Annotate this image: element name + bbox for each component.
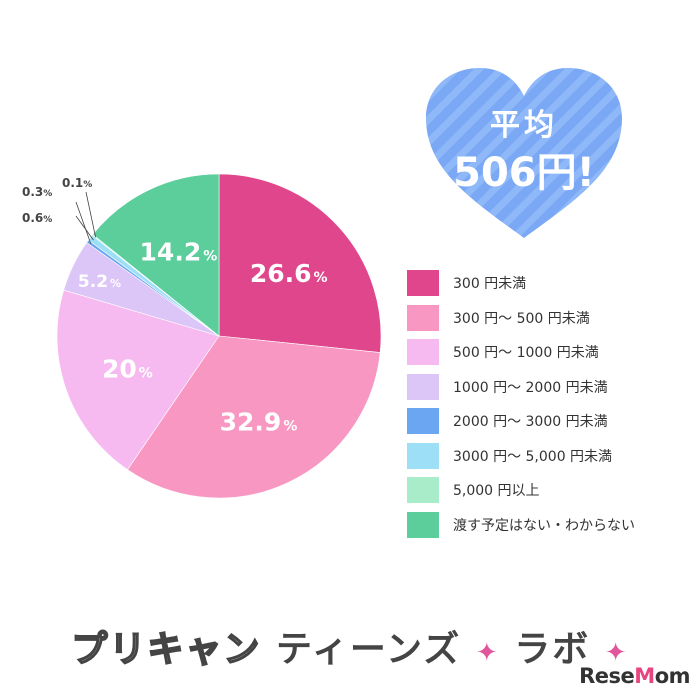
legend-item: 500 円～ 1000 円未満 [407, 335, 697, 370]
legend-item: 300 円～ 500 円未満 [407, 301, 697, 336]
legend-label: 300 円～ 500 円未満 [453, 310, 590, 327]
legend-swatch [407, 442, 439, 469]
sparkle-icon: ✦ [604, 638, 629, 668]
legend-label: 1000 円～ 2000 円未満 [453, 379, 608, 396]
average-value: 506円! [453, 150, 595, 196]
data-label: 20% [102, 355, 153, 384]
leader-line [75, 215, 94, 241]
pie-slice [127, 335, 381, 499]
pie-slices [56, 173, 382, 499]
legend-label: 5,000 円以上 [453, 483, 540, 500]
pie-labels: 26.6 % 32.9 % 20 % 5.2 % 0.3% 0.6% 0.1% 14.2% [22, 176, 328, 436]
pie-slice [92, 173, 220, 337]
legend-item: 2000 円～ 3000 円未満 [407, 404, 697, 439]
legend-item: 渡す予定はない・わからない [407, 508, 697, 543]
data-label: 0.1% [62, 176, 92, 190]
legend-swatch [407, 270, 439, 297]
pie-slice [218, 173, 382, 353]
data-label: 32.9% [220, 407, 298, 436]
brand-part1: プリキャン [71, 628, 262, 671]
legend-item: 1000 円～ 2000 円未満 [407, 370, 697, 405]
data-label: 5.2% [78, 272, 121, 292]
legend-item: 5,000 円以上 [407, 473, 697, 508]
pie-slice [56, 289, 220, 471]
legend: 300 円未満 300 円～ 500 円未満 500 円～ 1000 円未満 1… [407, 266, 697, 542]
data-label: 26.6% [250, 259, 328, 288]
legend-swatch [407, 477, 439, 504]
legend-label: 3000 円～ 5,000 円未満 [453, 448, 613, 465]
brand-part2: ティーンズ [275, 629, 462, 670]
legend-swatch [407, 373, 439, 400]
data-label: 14.2% [140, 237, 218, 266]
legend-label: 500 円～ 1000 円未満 [453, 345, 599, 362]
leader-line [75, 201, 92, 244]
legend-swatch [407, 511, 439, 538]
logo-part2: M [634, 664, 655, 688]
legend-item: 3000 円～ 5,000 円未満 [407, 439, 697, 474]
legend-swatch [407, 339, 439, 366]
legend-label: 渡す予定はない・わからない [453, 517, 635, 534]
legend-label: 2000 円～ 3000 円未満 [453, 414, 608, 431]
legend-swatch [407, 304, 439, 331]
leader-line [85, 191, 96, 238]
average-title: 平均 [490, 108, 558, 143]
legend-swatch [407, 408, 439, 435]
resemom-logo: ReseMom [579, 664, 690, 688]
logo-part3: om [654, 664, 691, 688]
data-label: 0.3% [22, 185, 52, 199]
legend-label: 300 円未満 [453, 276, 527, 293]
heart-badge-shape [426, 68, 622, 238]
logo-part1: Rese [579, 664, 635, 688]
brand-part3: ラボ [514, 629, 591, 670]
data-label: 0.6% [22, 211, 52, 225]
sparkle-icon: ✦ [475, 638, 500, 668]
brand-logo: プリキャン ティーンズ ✦ ラボ ✦ [0, 620, 700, 672]
legend-item: 300 円未満 [407, 266, 697, 301]
